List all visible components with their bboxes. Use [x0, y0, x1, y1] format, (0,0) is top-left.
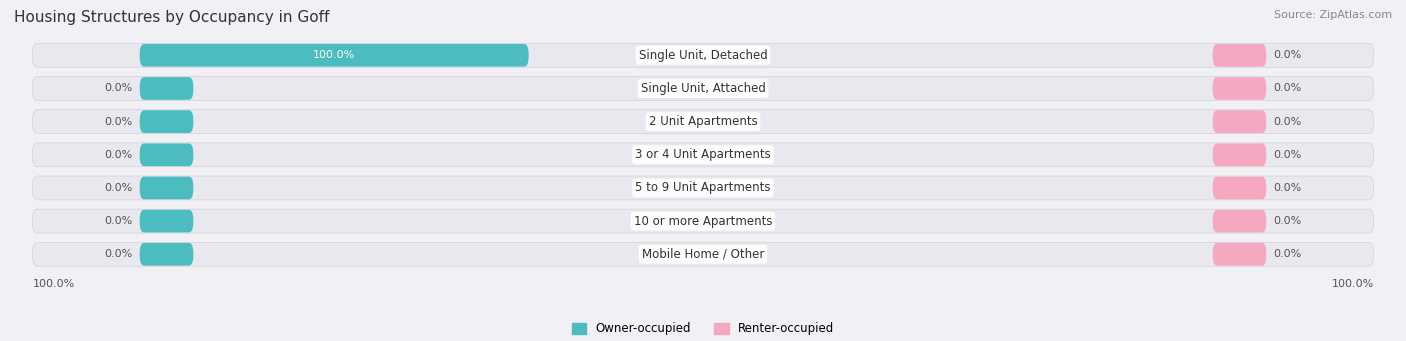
FancyBboxPatch shape	[139, 77, 194, 100]
Text: 0.0%: 0.0%	[1272, 84, 1302, 93]
FancyBboxPatch shape	[32, 110, 1374, 134]
FancyBboxPatch shape	[32, 242, 1374, 266]
FancyBboxPatch shape	[32, 143, 1374, 167]
Text: 0.0%: 0.0%	[1272, 50, 1302, 60]
FancyBboxPatch shape	[1212, 210, 1267, 233]
Text: Single Unit, Detached: Single Unit, Detached	[638, 49, 768, 62]
Text: 0.0%: 0.0%	[104, 216, 134, 226]
FancyBboxPatch shape	[139, 44, 529, 66]
Text: 100.0%: 100.0%	[314, 50, 356, 60]
Text: Single Unit, Attached: Single Unit, Attached	[641, 82, 765, 95]
Text: 0.0%: 0.0%	[104, 183, 134, 193]
Text: 0.0%: 0.0%	[104, 117, 134, 127]
Text: 0.0%: 0.0%	[1272, 216, 1302, 226]
FancyBboxPatch shape	[32, 209, 1374, 233]
Text: 2 Unit Apartments: 2 Unit Apartments	[648, 115, 758, 128]
Text: 0.0%: 0.0%	[1272, 183, 1302, 193]
FancyBboxPatch shape	[32, 76, 1374, 100]
Text: 0.0%: 0.0%	[1272, 117, 1302, 127]
Text: 5 to 9 Unit Apartments: 5 to 9 Unit Apartments	[636, 181, 770, 194]
FancyBboxPatch shape	[139, 210, 194, 233]
FancyBboxPatch shape	[1212, 144, 1267, 166]
Text: 0.0%: 0.0%	[1272, 150, 1302, 160]
FancyBboxPatch shape	[32, 176, 1374, 200]
FancyBboxPatch shape	[32, 43, 1374, 67]
Text: 0.0%: 0.0%	[104, 84, 134, 93]
FancyBboxPatch shape	[1212, 243, 1267, 266]
Text: 100.0%: 100.0%	[32, 279, 75, 289]
FancyBboxPatch shape	[139, 144, 194, 166]
Text: 3 or 4 Unit Apartments: 3 or 4 Unit Apartments	[636, 148, 770, 161]
FancyBboxPatch shape	[139, 243, 194, 266]
Text: 0.0%: 0.0%	[104, 249, 134, 259]
Text: 0.0%: 0.0%	[104, 150, 134, 160]
FancyBboxPatch shape	[139, 177, 194, 199]
Text: 10 or more Apartments: 10 or more Apartments	[634, 214, 772, 228]
Legend: Owner-occupied, Renter-occupied: Owner-occupied, Renter-occupied	[567, 318, 839, 340]
FancyBboxPatch shape	[1212, 44, 1267, 66]
FancyBboxPatch shape	[139, 110, 194, 133]
Text: Housing Structures by Occupancy in Goff: Housing Structures by Occupancy in Goff	[14, 10, 329, 25]
Text: Source: ZipAtlas.com: Source: ZipAtlas.com	[1274, 10, 1392, 20]
FancyBboxPatch shape	[1212, 77, 1267, 100]
Text: 0.0%: 0.0%	[1272, 249, 1302, 259]
Text: 100.0%: 100.0%	[1331, 279, 1374, 289]
Text: Mobile Home / Other: Mobile Home / Other	[641, 248, 765, 261]
FancyBboxPatch shape	[1212, 110, 1267, 133]
FancyBboxPatch shape	[1212, 177, 1267, 199]
